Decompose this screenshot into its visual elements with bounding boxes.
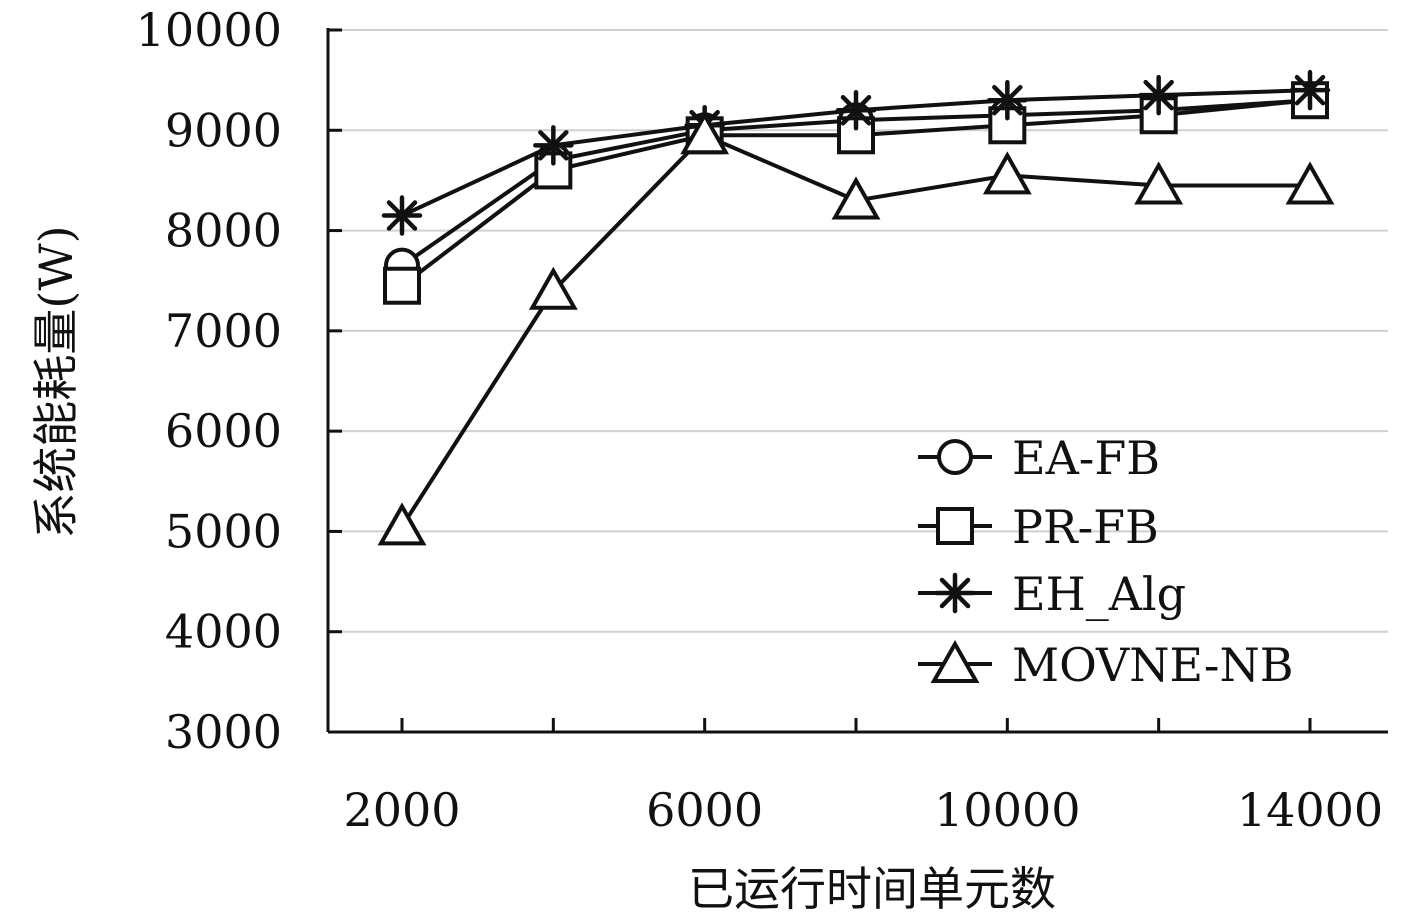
y-tick-label: 8000 bbox=[165, 204, 282, 258]
x-tick-label: 10000 bbox=[934, 783, 1080, 837]
y-tick-label: 7000 bbox=[165, 304, 282, 358]
legend-marker-movne-nb bbox=[930, 639, 980, 683]
legend-label: MOVNE-NB bbox=[1012, 638, 1294, 692]
legend-label: EA-FB bbox=[1012, 431, 1160, 485]
data-point-eh-alg bbox=[533, 125, 574, 166]
series-movne-nb bbox=[377, 111, 1335, 546]
star-stroke bbox=[381, 195, 423, 236]
data-point-movne-nb bbox=[1134, 161, 1184, 205]
data-point-movne-nb bbox=[831, 176, 881, 220]
legend-label: PR-FB bbox=[1012, 500, 1159, 554]
data-point-eh-alg bbox=[987, 79, 1028, 121]
y-axis-ticks: 3000 4000 5000 6000 7000 8000 9000 10000 bbox=[136, 3, 342, 759]
data-point-movne-nb bbox=[1285, 161, 1335, 205]
star-stroke bbox=[1138, 74, 1179, 116]
x-axis-title: 已运行时间单元数 bbox=[688, 862, 1056, 916]
data-point-eh-alg bbox=[835, 89, 877, 131]
x-tick-label: 6000 bbox=[646, 783, 763, 837]
star-stroke bbox=[835, 89, 877, 131]
y-tick-label: 4000 bbox=[165, 605, 282, 659]
y-tick-label: 6000 bbox=[165, 404, 282, 458]
star-stroke bbox=[1289, 69, 1331, 111]
data-point-movne-nb bbox=[680, 111, 730, 155]
legend-label: EH_Alg bbox=[1012, 567, 1186, 621]
y-tick-label: 10000 bbox=[136, 3, 282, 57]
series-eh-alg bbox=[381, 69, 1331, 236]
series-group bbox=[377, 69, 1335, 546]
data-point-movne-nb bbox=[528, 266, 578, 310]
axes bbox=[326, 28, 1388, 734]
star-stroke bbox=[987, 79, 1028, 121]
legend-marker-ea-fb bbox=[937, 439, 973, 475]
x-tick-label: 2000 bbox=[343, 783, 460, 837]
data-point-eh-alg bbox=[1289, 69, 1331, 111]
y-tick-label: 3000 bbox=[165, 705, 282, 759]
y-tick-label: 9000 bbox=[165, 103, 282, 157]
legend: EA-FB PR-FB EH_Alg MOVNE-NB bbox=[918, 431, 1294, 692]
data-point-eh-alg bbox=[1138, 74, 1179, 116]
legend-marker-eh-alg bbox=[934, 572, 976, 614]
y-axis-title: 系统能耗量(W) bbox=[29, 225, 83, 538]
legend-entry-pr-fb: PR-FB bbox=[918, 500, 1159, 554]
data-point-eh-alg bbox=[381, 195, 423, 236]
data-point-pr-fb bbox=[383, 266, 421, 305]
y-tick-label: 5000 bbox=[165, 504, 282, 558]
legend-entry-ea-fb: EA-FB bbox=[918, 431, 1160, 485]
star-stroke bbox=[533, 125, 574, 166]
x-axis-ticks: 2000 6000 10000 14000 bbox=[343, 718, 1383, 837]
x-tick-label: 14000 bbox=[1237, 783, 1383, 837]
star-stroke bbox=[934, 572, 976, 614]
legend-marker-pr-fb bbox=[936, 507, 974, 545]
data-point-movne-nb bbox=[377, 502, 427, 546]
legend-entry-eh-alg: EH_Alg bbox=[918, 567, 1186, 621]
legend-entry-movne-nb: MOVNE-NB bbox=[918, 638, 1294, 692]
data-point-movne-nb bbox=[982, 151, 1032, 195]
